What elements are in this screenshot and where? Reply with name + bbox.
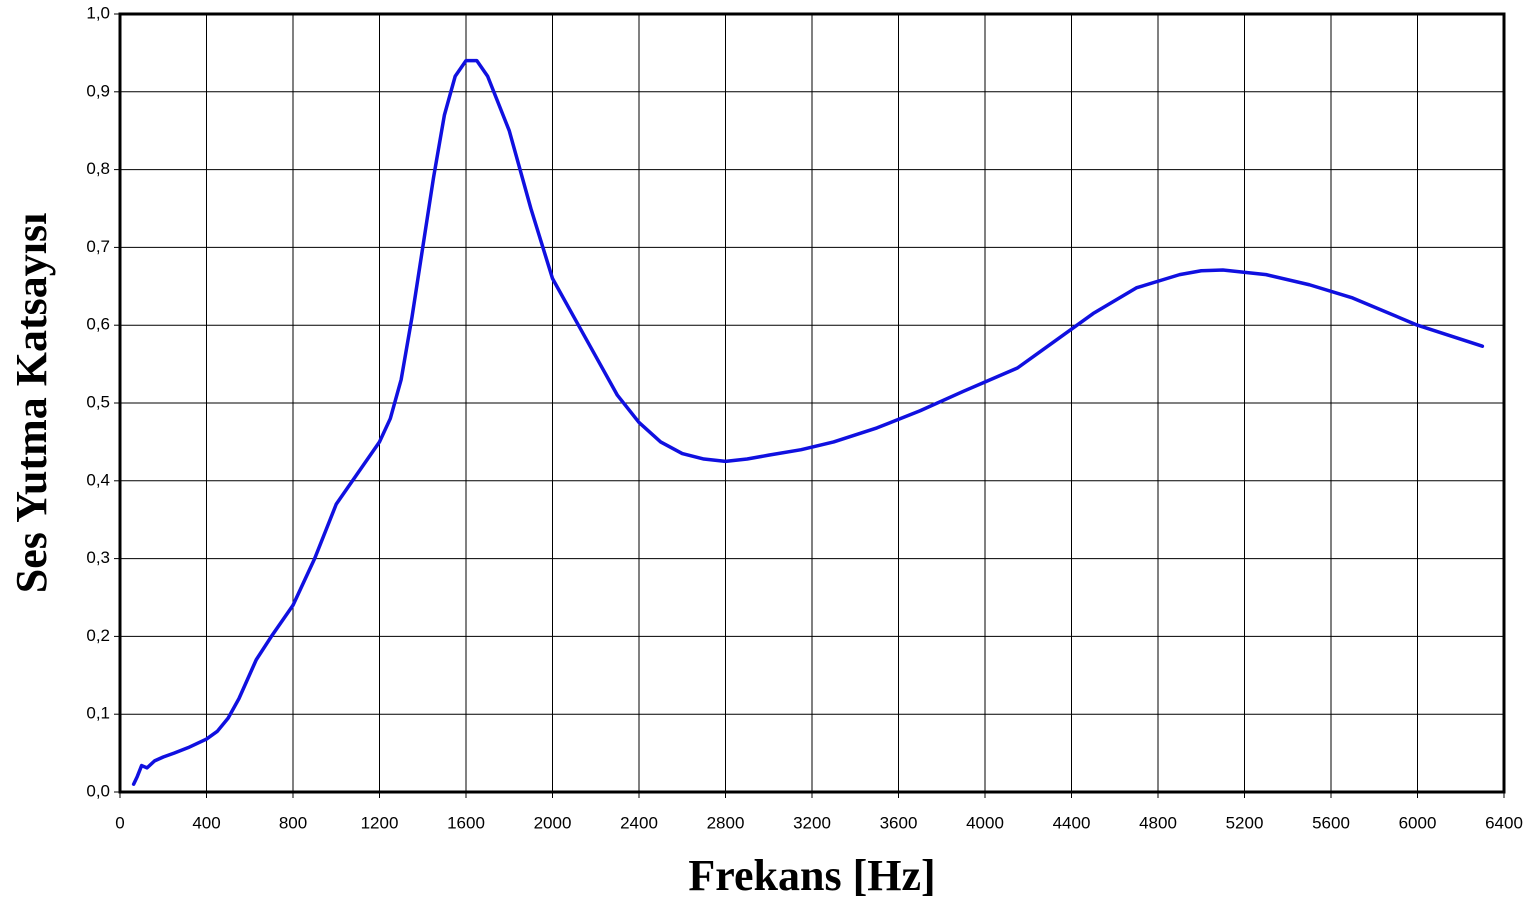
- x-tick-label: 0: [115, 813, 124, 832]
- y-tick-label: 0,3: [86, 548, 110, 567]
- y-tick-label: 0,8: [86, 159, 110, 178]
- x-axis-title: Frekans [Hz]: [688, 851, 935, 900]
- y-tick-label: 0,4: [86, 470, 110, 489]
- x-tick-label: 4400: [1053, 813, 1091, 832]
- y-axis-title: Ses Yutma Katsayısı: [7, 213, 56, 594]
- x-tick-label: 5600: [1312, 813, 1350, 832]
- y-tick-label: 0,1: [86, 704, 110, 723]
- x-tick-label: 6000: [1399, 813, 1437, 832]
- data-line: [131, 58, 1485, 786]
- x-tick-label: 5200: [1226, 813, 1264, 832]
- x-tick-label: 2000: [534, 813, 572, 832]
- y-tick-label: 0,6: [86, 315, 110, 334]
- x-tick-label: 1600: [447, 813, 485, 832]
- x-tick-label: 1200: [361, 813, 399, 832]
- plot-border: [118, 12, 1506, 794]
- y-tick-label: 0,5: [86, 392, 110, 411]
- x-tick-label: 2800: [707, 813, 745, 832]
- x-tick-label: 3200: [793, 813, 831, 832]
- y-tick-label: 0,0: [86, 781, 110, 800]
- y-tick-label: 0,2: [86, 626, 110, 645]
- x-tick-label: 2400: [620, 813, 658, 832]
- x-tick-label: 3600: [880, 813, 918, 832]
- x-tick-label: 4000: [966, 813, 1004, 832]
- x-tick-label: 6400: [1485, 813, 1523, 832]
- y-tick-label: 1,0: [86, 3, 110, 22]
- x-tick-label: 800: [279, 813, 307, 832]
- y-tick-label: 0,9: [86, 81, 110, 100]
- x-tick-label: 400: [192, 813, 220, 832]
- y-tick-label: 0,7: [86, 237, 110, 256]
- x-tick-label: 4800: [1139, 813, 1177, 832]
